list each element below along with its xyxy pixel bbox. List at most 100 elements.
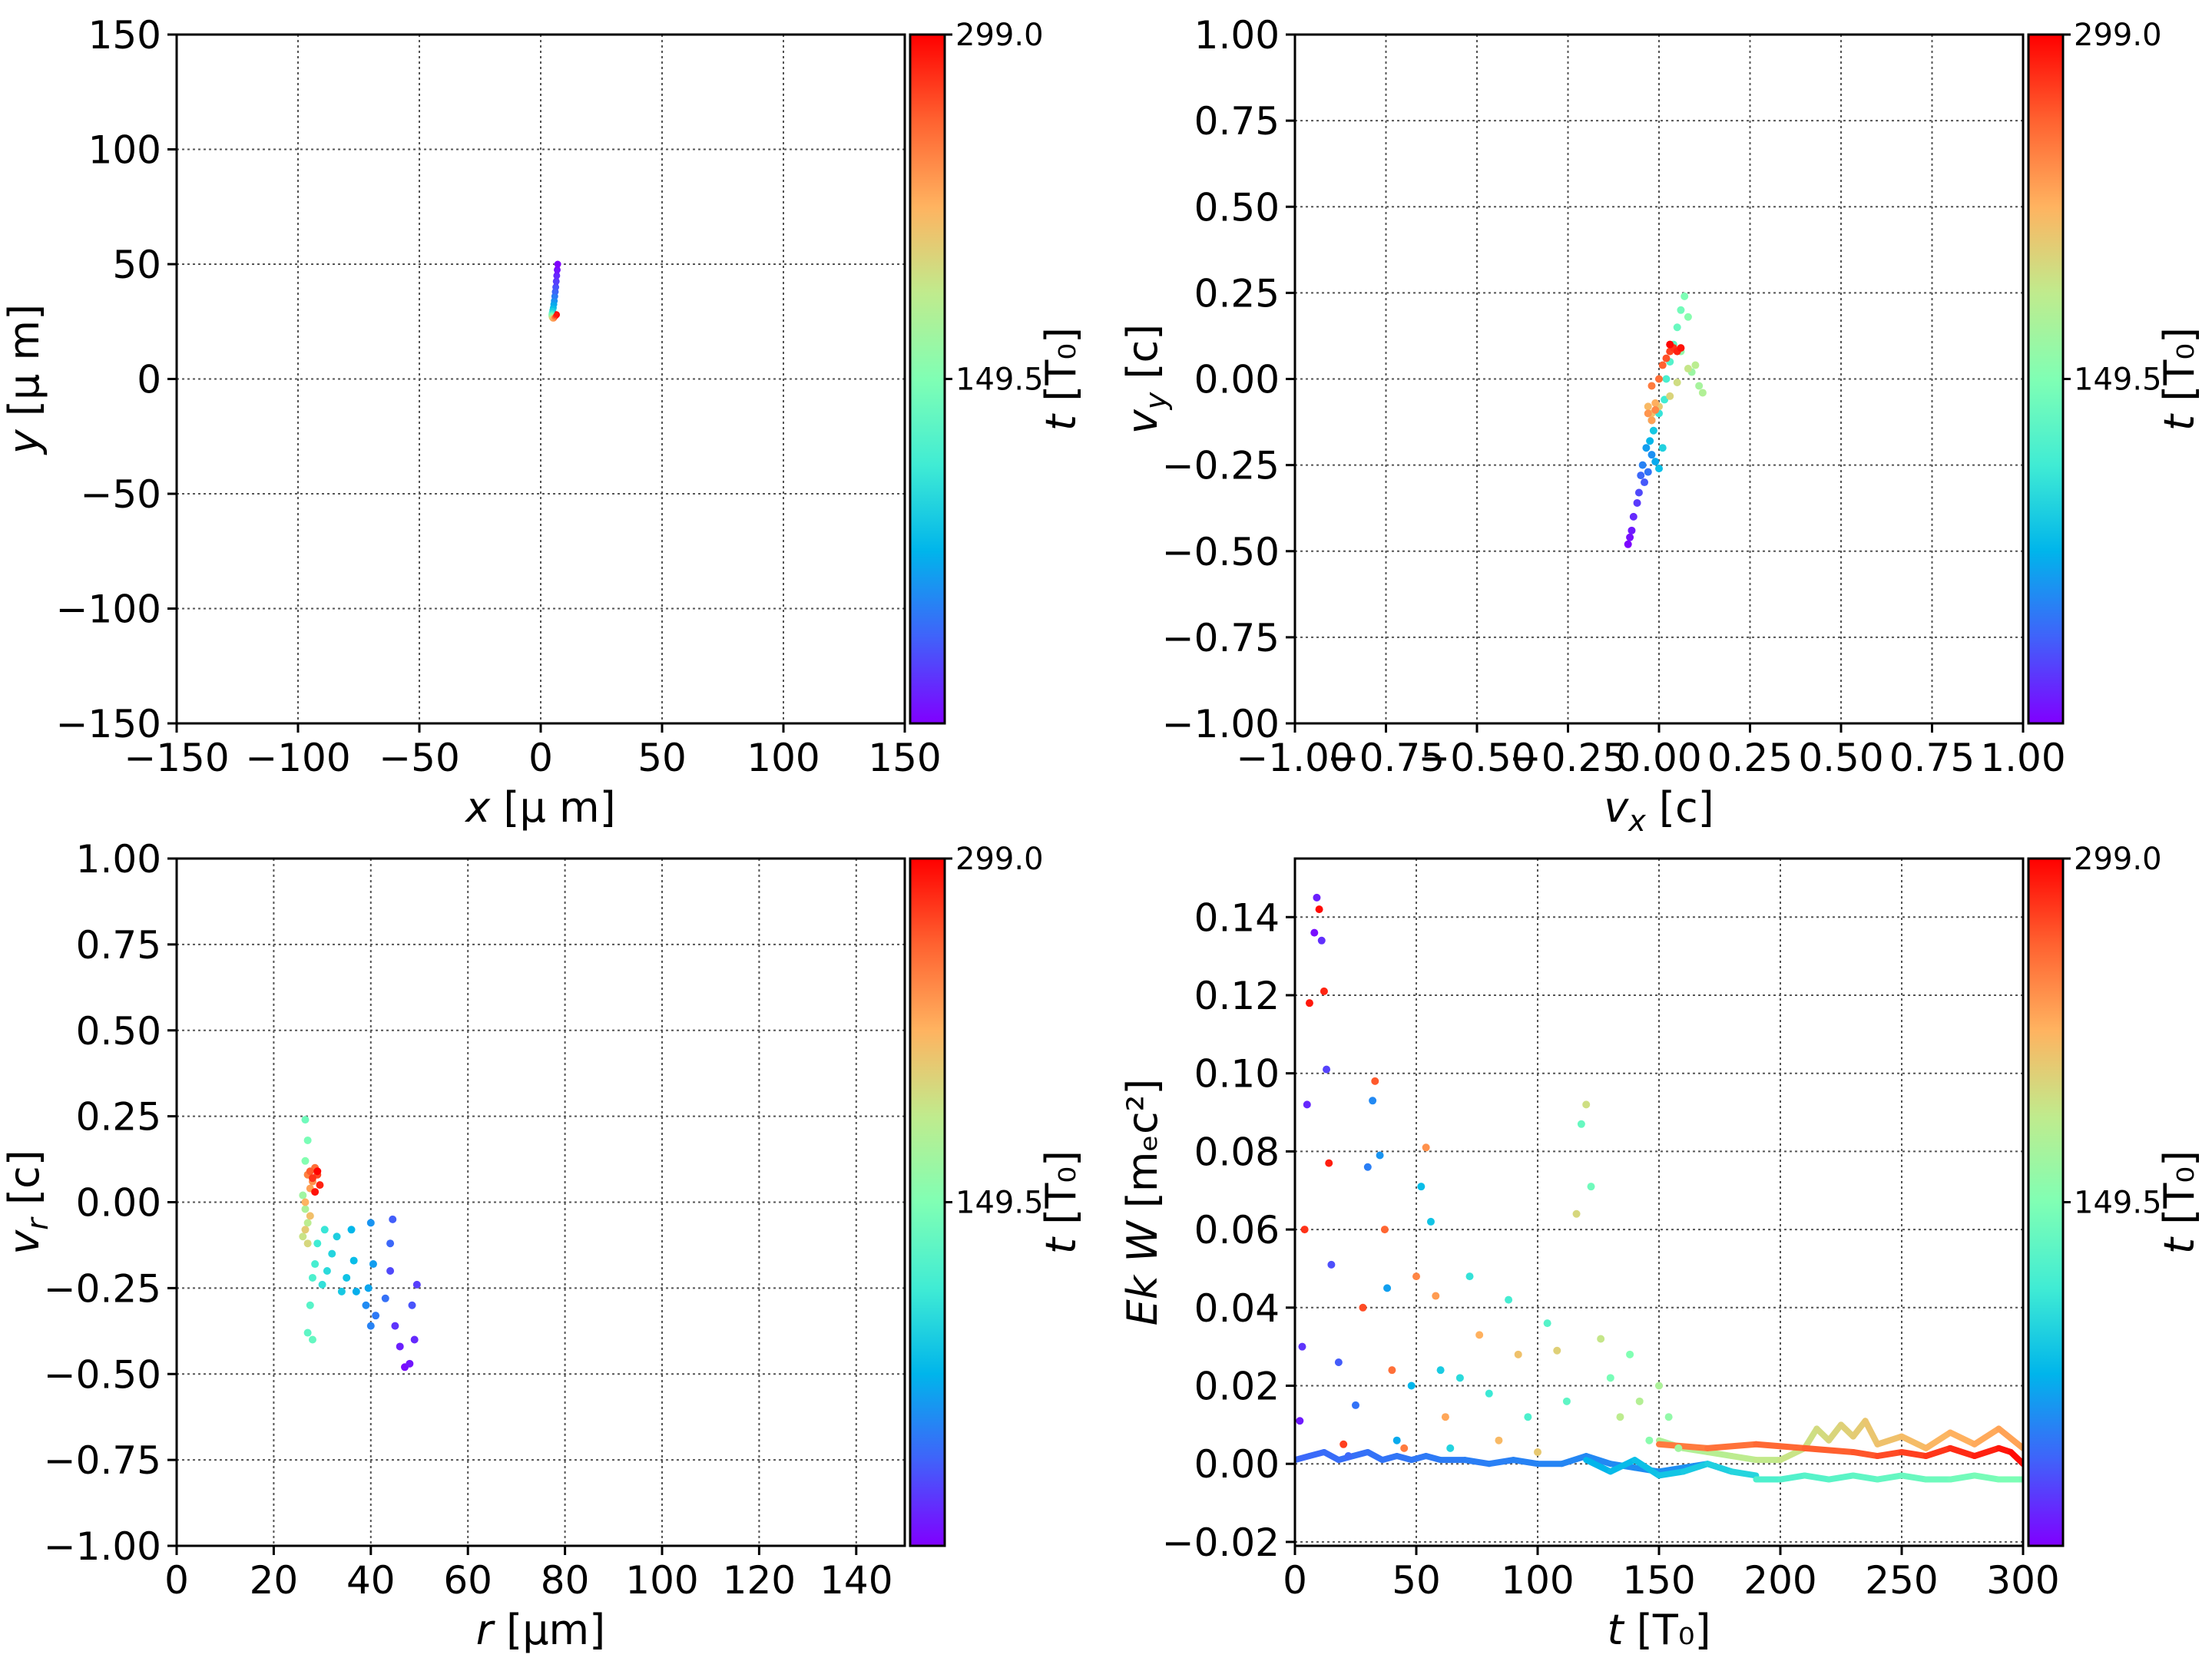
data-point — [1553, 1346, 1561, 1355]
curve-segment — [1899, 1433, 1929, 1451]
data-point — [1677, 306, 1685, 314]
axes-frame — [1293, 857, 2025, 1547]
data-point — [1664, 1413, 1673, 1421]
data-point — [1645, 1436, 1654, 1444]
data-point — [301, 1226, 310, 1234]
data-point — [1628, 526, 1636, 534]
data-point — [1629, 512, 1637, 521]
colorbar-label-main: t — [2155, 1236, 2204, 1254]
panel-rvr: 0 20 40 60 80 100 120 140 −1.00 −0.75 −0.50 −0.25 0.… — [0, 837, 1085, 1654]
xtick-label: 0.75 — [1889, 736, 1975, 780]
data-point — [410, 1335, 419, 1344]
xtick-label: 0 — [528, 736, 553, 780]
curve-segment — [1656, 1441, 1711, 1451]
curve-segment — [1922, 1444, 1954, 1460]
curve-segment — [1849, 1448, 1881, 1460]
data-point — [1633, 498, 1641, 507]
data-point — [1637, 472, 1645, 480]
xtick-label: 100 — [1501, 1558, 1574, 1603]
curve-segment — [1874, 1448, 1905, 1460]
data-point — [369, 1260, 377, 1269]
data-point — [1666, 392, 1674, 400]
data-point — [1543, 1319, 1551, 1328]
x-axis-label-unit: [T₀] — [1624, 1606, 1711, 1654]
data-point — [301, 1156, 310, 1165]
data-point — [1606, 1374, 1614, 1382]
xtick-label: 200 — [1743, 1558, 1816, 1603]
x-axis-label-main: t — [1607, 1606, 1624, 1654]
curve-segment — [1583, 1457, 1614, 1475]
data-point — [1407, 1381, 1416, 1390]
ytick-label: 0.50 — [76, 1009, 161, 1054]
curve-segment — [1801, 1444, 1856, 1455]
data-point — [1684, 365, 1692, 373]
curve-segment — [1704, 1441, 1760, 1451]
data-point — [299, 1233, 307, 1241]
data-point — [1655, 465, 1663, 473]
data-point — [391, 1322, 399, 1330]
data-point — [1666, 340, 1674, 349]
xtick-label: 1.00 — [1980, 736, 2065, 780]
data-point — [386, 1267, 395, 1275]
data-point — [1315, 905, 1323, 914]
xtick-label: −150 — [124, 736, 229, 780]
data-point — [343, 1273, 351, 1282]
data-point — [1376, 1151, 1384, 1160]
colorbar-label-unit: [T₀] — [1037, 327, 1085, 415]
x-axis-label: x [μ m] — [464, 783, 615, 832]
data-point — [308, 1335, 316, 1344]
data-point — [352, 1287, 360, 1295]
y-axis-label: y [μ m] — [0, 304, 48, 455]
data-point — [412, 1280, 421, 1289]
curve-segment — [1728, 1468, 1760, 1479]
data-point — [1651, 399, 1660, 407]
curve-segment — [1874, 1433, 1905, 1448]
ytick-label: −1.00 — [44, 1524, 161, 1569]
data-point — [389, 1215, 397, 1223]
ytick-label: 0.75 — [1194, 99, 1280, 144]
data-point — [306, 1301, 314, 1309]
data-point — [1412, 1272, 1420, 1281]
data-point — [1327, 1260, 1336, 1269]
ytick-label: −0.75 — [44, 1438, 161, 1483]
colorbar-label-main: t — [1037, 1236, 1085, 1254]
colorbar-tick-label: 299.0 — [2074, 18, 2162, 53]
colorbar-tick-label: 149.5 — [955, 362, 1044, 398]
data-point — [1634, 488, 1643, 497]
data-point — [1388, 1366, 1396, 1375]
data-point — [1681, 292, 1689, 300]
curve-segment — [1631, 1457, 1662, 1479]
colorbar — [2028, 859, 2063, 1546]
data-point — [333, 1233, 341, 1241]
data-point — [1441, 1413, 1449, 1421]
curve-segment — [1899, 1472, 1929, 1483]
ytick-label: 1.00 — [1194, 13, 1280, 58]
data-point — [1695, 382, 1704, 390]
data-point — [1344, 1452, 1353, 1461]
xtick-label: 150 — [868, 736, 941, 780]
data-point — [303, 1239, 312, 1248]
data-point — [311, 1260, 320, 1269]
data-point — [1383, 1284, 1392, 1292]
colorbar-label: t [T₀] — [2155, 327, 2204, 431]
colorbar-label-unit: [T₀] — [1037, 1150, 1085, 1238]
curve-segment — [1947, 1444, 1978, 1460]
colorbar-tick-label: 149.5 — [955, 1186, 1044, 1221]
curve-segment — [1704, 1448, 1735, 1460]
data-point — [1359, 1303, 1367, 1312]
y-axis-label-main: Ek W — [1118, 1219, 1167, 1326]
data-point — [1313, 893, 1321, 902]
x-axis-label-unit: [c] — [1646, 783, 1714, 832]
data-point — [1655, 1381, 1663, 1390]
data-point — [1662, 375, 1671, 383]
curve-segment — [1485, 1457, 1517, 1468]
curve-segment — [1462, 1457, 1492, 1468]
curve-segment — [1510, 1457, 1541, 1468]
ytick-label: 0.14 — [1194, 895, 1280, 940]
x-axis-label-main: x — [464, 783, 491, 832]
curve-segment — [1583, 1453, 1614, 1468]
curve-segment — [1728, 1453, 1760, 1464]
curve-segment — [1826, 1472, 1856, 1483]
colorbar-tick-label: 149.5 — [2074, 362, 2162, 398]
